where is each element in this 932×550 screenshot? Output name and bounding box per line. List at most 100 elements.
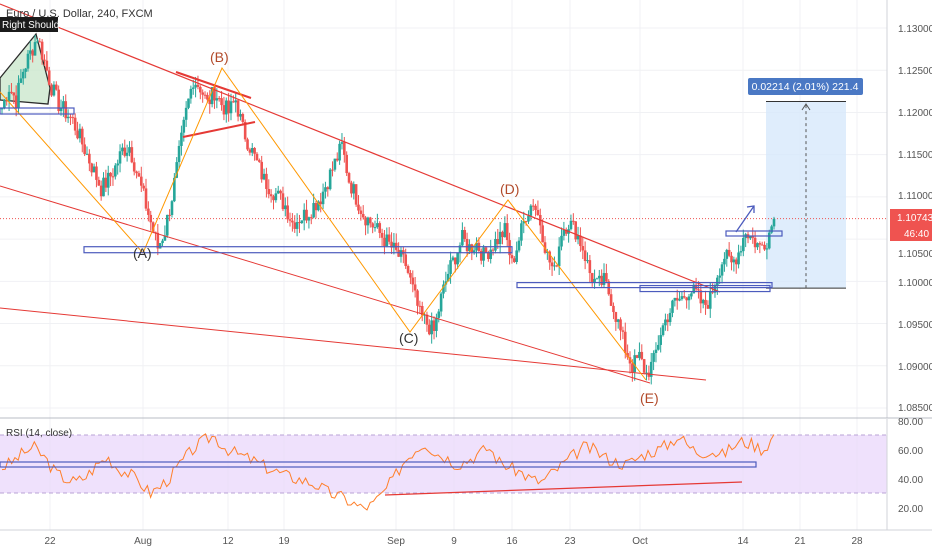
pattern-label: Right Shoulder xyxy=(2,20,69,31)
candle-body xyxy=(309,217,313,219)
candle-body xyxy=(295,222,299,229)
candle-body xyxy=(154,231,157,233)
triangle-bottom xyxy=(182,121,256,138)
candle-body xyxy=(312,203,315,218)
candle-body xyxy=(555,265,559,267)
candle-body xyxy=(501,231,504,238)
candle-body xyxy=(371,223,374,228)
candle-body xyxy=(10,91,13,93)
candle-body xyxy=(272,196,275,201)
candle-body xyxy=(357,204,360,211)
candle-body xyxy=(631,363,634,373)
candle-body xyxy=(284,205,287,210)
candle-body xyxy=(165,214,169,236)
candle-body xyxy=(14,95,18,108)
candle-body xyxy=(258,160,261,162)
candle-body xyxy=(199,86,202,93)
candle-body xyxy=(730,255,733,263)
candle-body xyxy=(201,92,204,95)
candle-body xyxy=(293,222,297,229)
candle-body xyxy=(418,305,422,307)
time-axis[interactable]: 22 Aug 12 19 Sep 9 16 23 Oct 14 21 28 xyxy=(0,529,932,547)
candle-body xyxy=(649,361,653,377)
candle-body xyxy=(583,250,587,261)
candle-body xyxy=(0,108,4,110)
candle-body xyxy=(513,258,516,262)
trendline-upper xyxy=(0,3,721,293)
candle-body xyxy=(236,100,240,117)
candle-body xyxy=(64,101,68,119)
candle-body xyxy=(12,92,16,96)
candle-body xyxy=(248,149,252,153)
candle-body xyxy=(595,278,599,280)
candle-body xyxy=(123,147,127,156)
candle-body xyxy=(173,177,176,202)
candle-body xyxy=(102,177,105,197)
price-tick: 1.09500 xyxy=(898,320,932,331)
candle-body xyxy=(352,184,356,194)
candle-body xyxy=(7,91,11,102)
price-axis[interactable]: 1.13000 1.12500 1.12000 1.11500 1.11000 … xyxy=(886,0,932,418)
candle-body xyxy=(494,238,497,251)
candle-body xyxy=(347,173,351,183)
candle-body xyxy=(305,209,308,221)
candle-body xyxy=(482,247,485,261)
wave-label-c: (C) xyxy=(399,330,418,346)
candle-body xyxy=(80,128,84,145)
candle-body xyxy=(562,229,566,236)
candle-body xyxy=(50,84,53,96)
candle-body xyxy=(609,294,613,306)
rsi-panel[interactable]: RSI (14, close) 80.00 60.00 40.00 20.00 xyxy=(0,417,923,530)
time-tick: 23 xyxy=(564,536,576,547)
candle-body xyxy=(368,217,372,224)
candle-body xyxy=(430,320,433,335)
candle-body xyxy=(338,143,341,161)
candle-body xyxy=(515,250,518,262)
candle-body xyxy=(210,87,214,105)
candle-body xyxy=(215,98,219,101)
candle-body xyxy=(36,41,39,43)
candle-body xyxy=(359,210,363,214)
candle-body xyxy=(772,218,776,227)
candle-body xyxy=(243,121,247,140)
left-box xyxy=(0,107,75,115)
resistance-box xyxy=(83,246,513,254)
price-tick: 1.13000 xyxy=(898,24,932,35)
candle-body xyxy=(557,246,561,267)
candle-body xyxy=(550,262,554,267)
rsi-label: RSI (14, close) xyxy=(6,428,72,439)
candle-body xyxy=(678,299,681,301)
candle-body xyxy=(234,100,238,103)
candle-body xyxy=(697,289,700,291)
candle-body xyxy=(406,266,410,273)
candle-body xyxy=(17,82,20,108)
candle-body xyxy=(208,99,212,105)
candle-body xyxy=(378,223,382,233)
candle-body xyxy=(503,223,507,238)
candle-body xyxy=(196,84,200,87)
candle-body xyxy=(40,41,44,60)
candle-body xyxy=(340,142,344,144)
time-tick: Sep xyxy=(387,536,405,547)
candle-body xyxy=(753,237,757,248)
rsi-series xyxy=(0,433,775,511)
candle-body xyxy=(491,249,495,251)
candle-body xyxy=(224,100,228,115)
candle-body xyxy=(203,94,207,96)
candle-body xyxy=(590,273,594,283)
candle-body xyxy=(92,166,96,173)
candle-body xyxy=(321,191,325,205)
candle-body xyxy=(130,147,134,163)
candle-body xyxy=(668,312,672,323)
candle-body xyxy=(158,243,162,249)
candle-body xyxy=(83,144,86,155)
candle-body xyxy=(95,166,98,180)
candle-body xyxy=(246,139,249,150)
candle-body xyxy=(262,173,266,180)
candle-body xyxy=(597,275,601,279)
candle-body xyxy=(706,304,710,309)
candle-body xyxy=(69,116,72,118)
candle-body xyxy=(85,153,89,155)
candle-body xyxy=(333,158,337,170)
